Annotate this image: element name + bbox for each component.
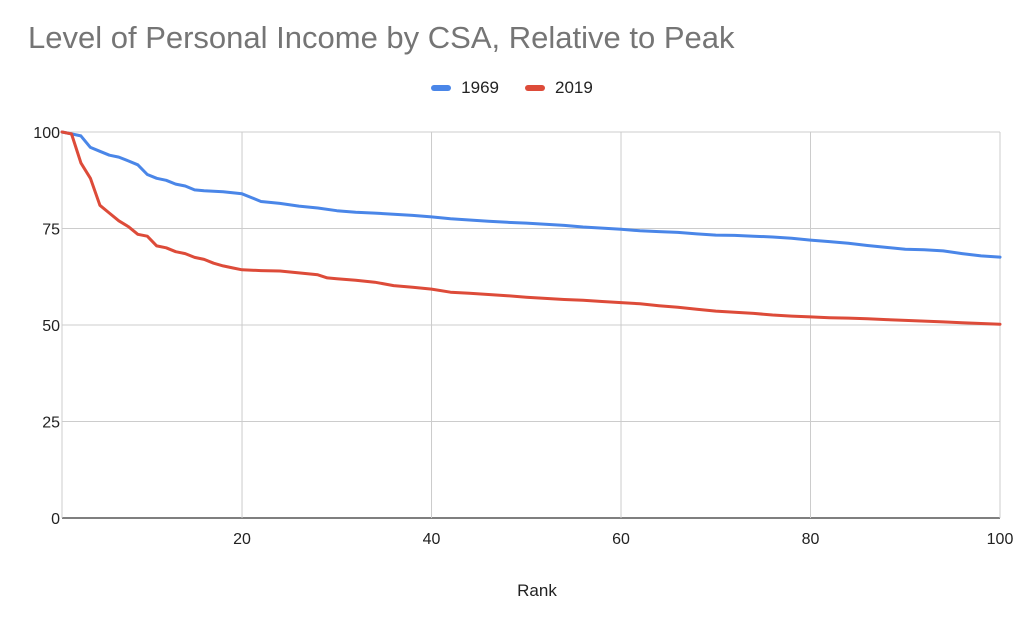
legend-label-1969: 1969 bbox=[461, 78, 499, 97]
chart-title: Level of Personal Income by CSA, Relativ… bbox=[28, 20, 735, 55]
y-tick-label-0: 0 bbox=[51, 511, 60, 528]
x-tick-label-20: 20 bbox=[233, 531, 251, 548]
x-tick-label-40: 40 bbox=[423, 531, 441, 548]
legend-item-1969[interactable]: 1969 bbox=[431, 78, 499, 98]
x-tick-label-100: 100 bbox=[987, 531, 1014, 548]
y-tick-label-75: 75 bbox=[42, 222, 60, 239]
legend-label-2019: 2019 bbox=[555, 78, 593, 97]
legend: 1969 2019 bbox=[0, 78, 1024, 98]
legend-swatch-1969 bbox=[431, 85, 452, 91]
x-tick-label-60: 60 bbox=[612, 531, 630, 548]
tick-labels: 0 25 50 75 100 20 40 60 80 100 bbox=[33, 125, 1013, 548]
x-tick-label-80: 80 bbox=[802, 531, 820, 548]
y-tick-label-100: 100 bbox=[33, 125, 60, 142]
series-layer bbox=[60, 130, 1002, 326]
y-tick-label-25: 25 bbox=[42, 415, 60, 432]
x-axis-label: Rank bbox=[517, 581, 557, 600]
legend-item-2019[interactable]: 2019 bbox=[525, 78, 593, 98]
series-line-1969 bbox=[60, 130, 1002, 259]
series-line-2019 bbox=[60, 130, 1002, 326]
y-tick-label-50: 50 bbox=[42, 318, 60, 335]
legend-swatch-2019 bbox=[525, 85, 545, 91]
